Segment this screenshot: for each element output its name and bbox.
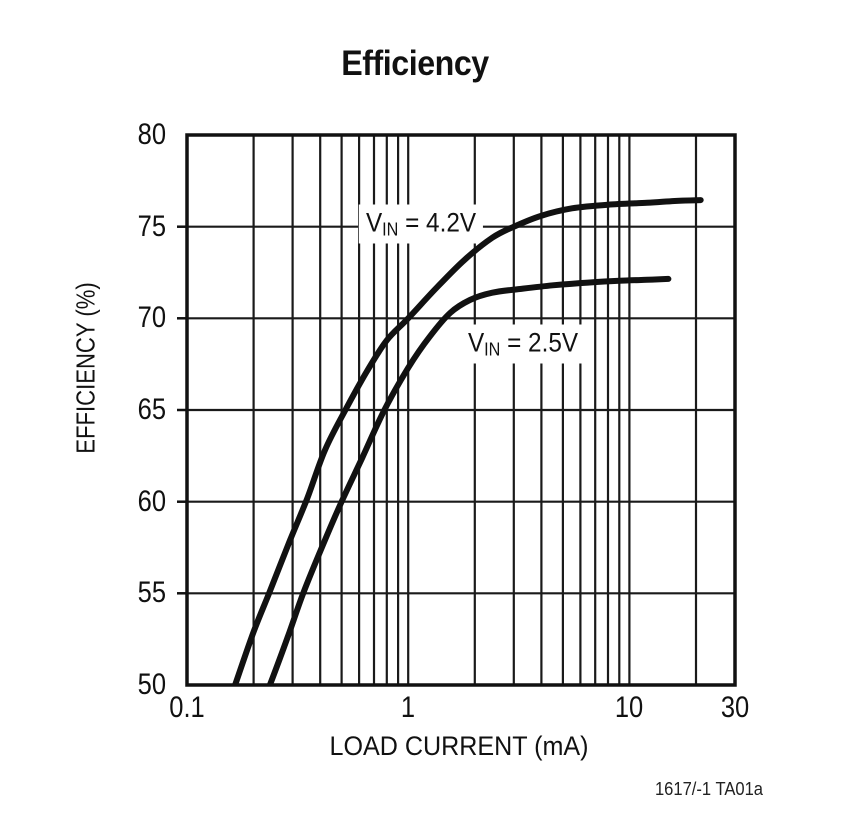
y-axis-title: EFFICIENCY (%): [70, 282, 101, 454]
chart-title: Efficiency: [341, 44, 489, 83]
y-axis-tick-label: 80: [137, 118, 166, 151]
efficiency-curve-vin-2-5v: [266, 275, 672, 685]
annotation-subscript: IN: [382, 219, 399, 240]
plot-border: [185, 133, 737, 687]
y-axis-tick-label: 65: [137, 393, 166, 426]
annotation-value: = 2.5V: [500, 327, 579, 358]
efficiency-curve-vin-4-2v: [232, 197, 704, 685]
annotation-symbol: V: [467, 327, 485, 358]
annotation-value: = 4.2V: [398, 207, 477, 238]
x-axis-tick-label: 0.1: [169, 691, 205, 724]
x-axis-tick-label: 1: [400, 691, 416, 724]
figure-code: 1617/-1 TA01a: [654, 779, 763, 799]
x-axis-tick-label: 10: [614, 691, 644, 724]
series-annotation-vin-4-2v: VIN = 4.2V: [358, 204, 484, 244]
y-axis-tick-label: 55: [137, 576, 166, 609]
series-annotation-vin-2-5v: VIN = 2.5V: [460, 324, 586, 364]
x-axis-tick-label: 30: [720, 691, 750, 724]
y-axis-tick-label: 60: [137, 485, 166, 518]
y-axis-tick-label: 75: [137, 210, 166, 243]
y-axis-tick-label: 70: [137, 301, 166, 334]
x-axis-title: LOAD CURRENT (mA): [329, 731, 589, 761]
y-axis-tick-label: 50: [137, 668, 166, 701]
annotation-subscript: IN: [484, 339, 501, 360]
annotation-symbol: V: [365, 207, 383, 238]
